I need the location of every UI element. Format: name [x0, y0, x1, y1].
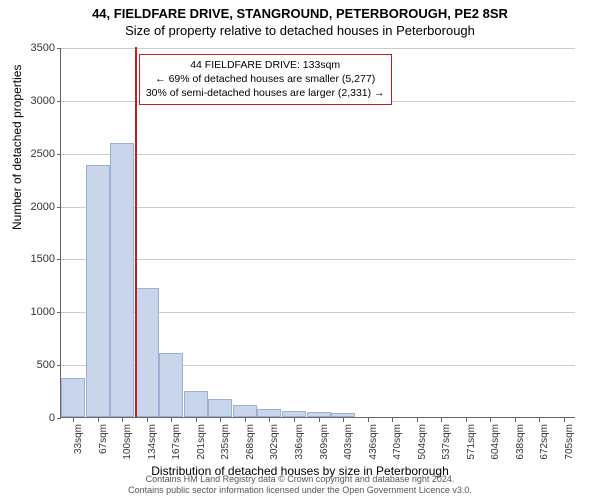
xtick-mark — [294, 418, 295, 422]
ytick-mark — [57, 365, 61, 366]
histogram-bar — [86, 165, 110, 417]
histogram-bar — [331, 413, 355, 417]
histogram-bar — [110, 143, 134, 417]
histogram-bar — [208, 399, 232, 417]
histogram-bar — [135, 288, 159, 417]
ytick-label: 1500 — [15, 253, 55, 265]
xtick-mark — [564, 418, 565, 422]
marker-line — [135, 47, 137, 417]
ytick-mark — [57, 259, 61, 260]
xtick-mark — [539, 418, 540, 422]
histogram-bar — [159, 353, 183, 417]
annotation-line: ← 69% of detached houses are smaller (5,… — [146, 72, 385, 86]
histogram-bar — [282, 411, 306, 417]
gridline — [61, 207, 575, 208]
xtick-mark — [220, 418, 221, 422]
xtick-mark — [441, 418, 442, 422]
chart-area: 050010001500200025003000350033sqm67sqm10… — [60, 48, 575, 418]
gridline — [61, 259, 575, 260]
annotation-line: 44 FIELDFARE DRIVE: 133sqm — [146, 58, 385, 72]
xtick-mark — [98, 418, 99, 422]
histogram-bar — [61, 378, 85, 417]
ytick-label: 3000 — [15, 95, 55, 107]
xtick-mark — [343, 418, 344, 422]
footer-line-1: Contains HM Land Registry data © Crown c… — [0, 474, 600, 485]
gridline — [61, 48, 575, 49]
gridline — [61, 154, 575, 155]
ytick-mark — [57, 418, 61, 419]
xtick-mark — [73, 418, 74, 422]
xtick-mark — [196, 418, 197, 422]
xtick-mark — [368, 418, 369, 422]
xtick-mark — [515, 418, 516, 422]
page-subtitle: Size of property relative to detached ho… — [0, 21, 600, 38]
footer-line-2: Contains public sector information licen… — [0, 485, 600, 496]
ytick-mark — [57, 312, 61, 313]
xtick-mark — [490, 418, 491, 422]
xtick-mark — [245, 418, 246, 422]
ytick-mark — [57, 48, 61, 49]
xtick-mark — [417, 418, 418, 422]
xtick-mark — [171, 418, 172, 422]
xtick-mark — [319, 418, 320, 422]
xtick-mark — [466, 418, 467, 422]
annotation-line: 30% of semi-detached houses are larger (… — [146, 86, 385, 100]
xtick-mark — [122, 418, 123, 422]
ytick-label: 500 — [15, 359, 55, 371]
histogram-bar — [184, 391, 208, 417]
ytick-label: 3500 — [15, 42, 55, 54]
xtick-mark — [392, 418, 393, 422]
ytick-label: 2500 — [15, 148, 55, 160]
xtick-mark — [269, 418, 270, 422]
footer-attribution: Contains HM Land Registry data © Crown c… — [0, 474, 600, 497]
ytick-mark — [57, 207, 61, 208]
histogram-bar — [307, 412, 331, 417]
annotation-box: 44 FIELDFARE DRIVE: 133sqm← 69% of detac… — [139, 54, 392, 105]
ytick-label: 0 — [15, 412, 55, 424]
xtick-mark — [147, 418, 148, 422]
histogram-bar — [233, 405, 257, 417]
histogram-bar — [257, 409, 281, 417]
plot-region: 050010001500200025003000350033sqm67sqm10… — [60, 48, 575, 418]
ytick-mark — [57, 101, 61, 102]
ytick-mark — [57, 154, 61, 155]
ytick-label: 2000 — [15, 201, 55, 213]
ytick-label: 1000 — [15, 306, 55, 318]
page-title: 44, FIELDFARE DRIVE, STANGROUND, PETERBO… — [0, 0, 600, 21]
